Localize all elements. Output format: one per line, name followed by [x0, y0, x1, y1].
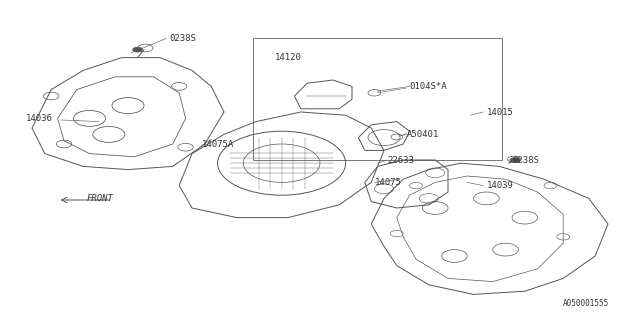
- Text: A050001555: A050001555: [563, 300, 609, 308]
- Text: 0238S: 0238S: [512, 156, 539, 164]
- Text: A50401: A50401: [406, 130, 438, 139]
- Text: FRONT: FRONT: [86, 194, 113, 203]
- Text: 22633: 22633: [387, 156, 414, 164]
- Circle shape: [510, 157, 520, 163]
- Text: 0104S*A: 0104S*A: [410, 82, 447, 91]
- Text: 14036: 14036: [26, 114, 52, 123]
- Text: 14075: 14075: [374, 178, 401, 187]
- Text: 14120: 14120: [275, 53, 302, 62]
- Circle shape: [132, 47, 143, 52]
- Text: 14075A: 14075A: [202, 140, 234, 148]
- Text: 14015: 14015: [486, 108, 513, 116]
- Bar: [253, 38, 502, 160]
- Text: 0238S: 0238S: [170, 34, 196, 43]
- Text: 14039: 14039: [486, 181, 513, 190]
